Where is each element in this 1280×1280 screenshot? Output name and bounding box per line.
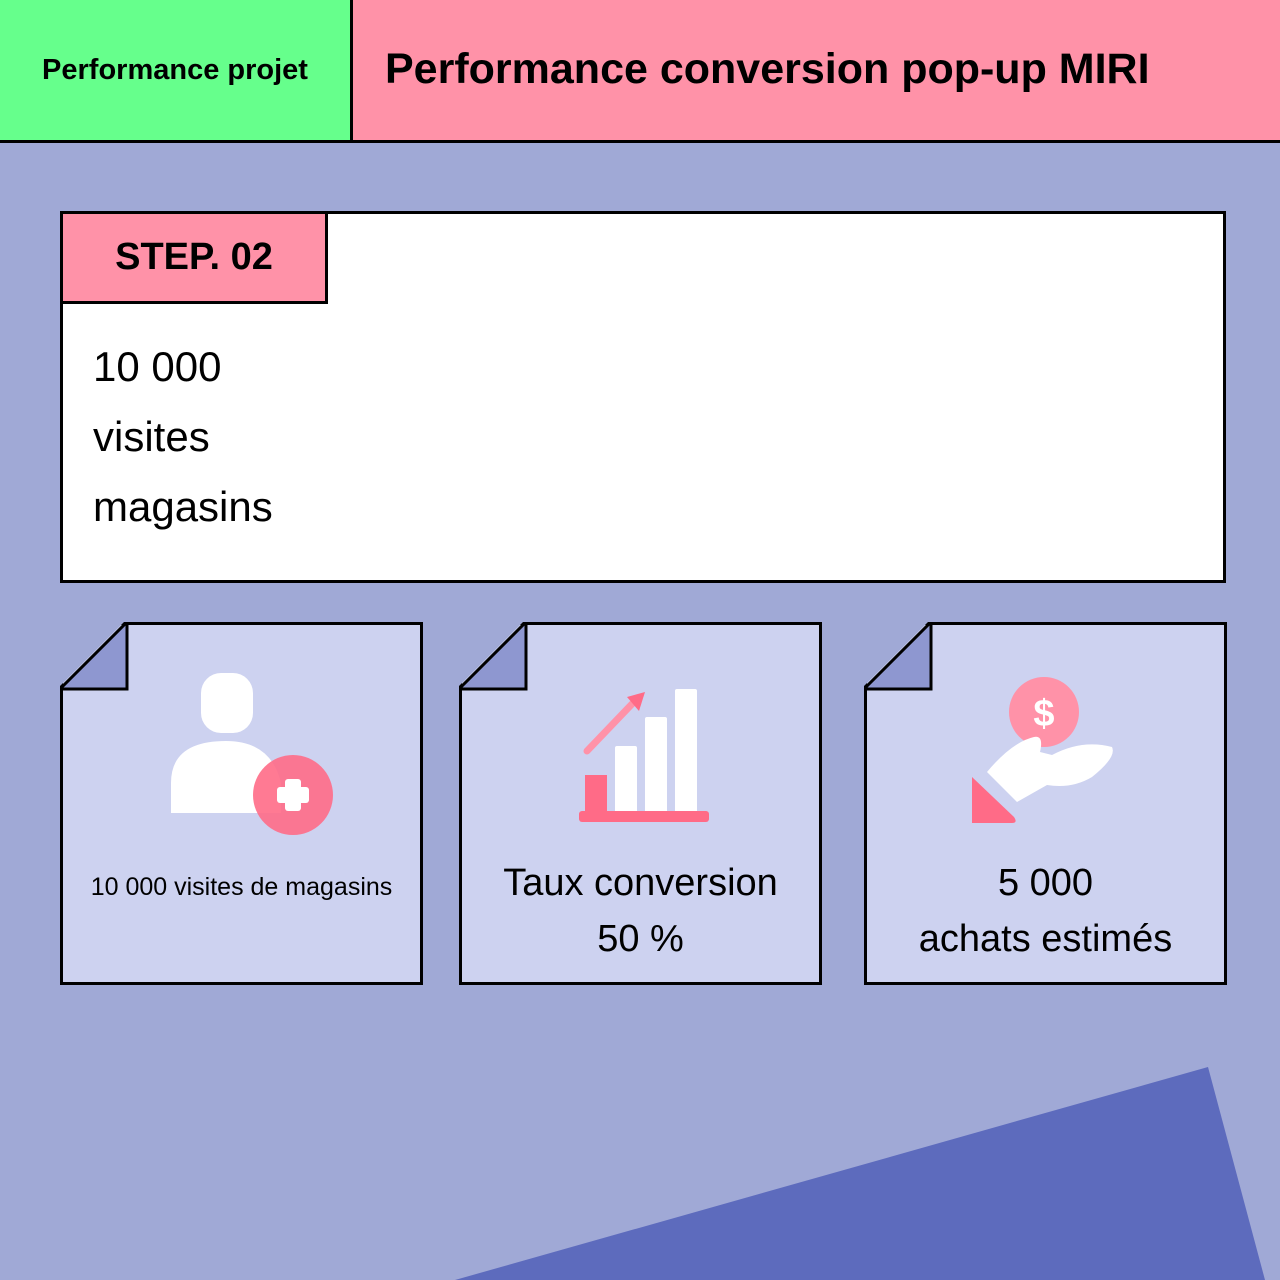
user-add-icon bbox=[171, 673, 333, 835]
step-line: 10 000 bbox=[93, 343, 222, 390]
step-badge: STEP. 02 bbox=[63, 214, 328, 304]
folded-corner-icon bbox=[60, 622, 129, 691]
step-line: magasins bbox=[93, 483, 273, 530]
card-text: 10 000 visites de magasins bbox=[90, 873, 393, 901]
card-visits: 10 000 visites de magasins bbox=[60, 622, 423, 985]
section-label: Performance projet bbox=[0, 0, 353, 143]
folded-corner-icon bbox=[459, 622, 528, 691]
title-text: Performance conversion pop-up MIRI bbox=[385, 45, 1150, 94]
card-conversion: Taux conversion 50 % bbox=[459, 622, 822, 985]
card-value: 50 % bbox=[597, 918, 684, 960]
page-title: Performance conversion pop-up MIRI bbox=[353, 0, 1280, 143]
hand-coin-icon: $ bbox=[972, 677, 1113, 823]
step-panel: STEP. 02 10 000 visites magasins bbox=[60, 211, 1226, 583]
svg-text:$: $ bbox=[1033, 693, 1054, 735]
step-text: 10 000 visites magasins bbox=[93, 332, 273, 542]
folded-corner-icon bbox=[864, 622, 933, 691]
card-purchases: $ 5 000 achats estimés bbox=[864, 622, 1227, 985]
growth-chart-icon bbox=[579, 689, 709, 822]
step-line: visites bbox=[93, 413, 210, 460]
card-value: 5 000 bbox=[997, 862, 1094, 904]
card-title: achats estimés bbox=[918, 918, 1173, 960]
section-text: Performance projet bbox=[42, 53, 308, 86]
card-title: Taux conversion bbox=[503, 862, 778, 904]
